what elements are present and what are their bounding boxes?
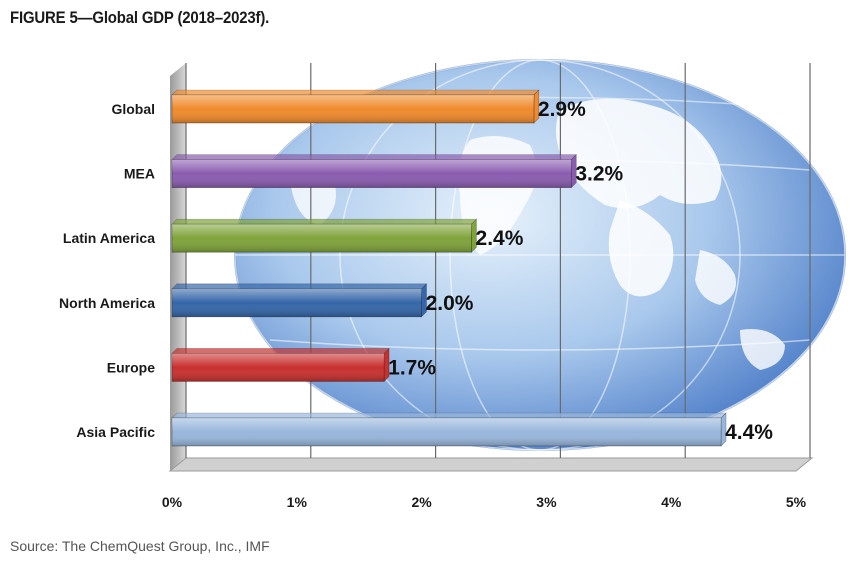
bars: [171, 89, 727, 447]
gridlines: [185, 63, 811, 458]
data-label: 4.4%: [725, 421, 773, 444]
category-label: Europe: [107, 359, 155, 375]
bar: [171, 89, 540, 124]
x-tick-label: 0%: [162, 494, 183, 510]
figure-title: FIGURE 5—Global GDP (2018–2023f).: [10, 8, 270, 27]
data-label: 2.9%: [538, 98, 586, 121]
data-label: 3.2%: [575, 163, 623, 186]
category-label: North America: [59, 295, 155, 311]
bar: [171, 153, 577, 189]
x-tick-label: 1%: [287, 494, 308, 510]
category-label: MEA: [124, 166, 155, 182]
data-labels: 2.9% 3.2% 2.4% 2.0% 1.7% 4.4%: [388, 98, 773, 444]
category-labels: Global MEA Latin America North America Europ…: [59, 101, 155, 440]
source-note: Source: The ChemQuest Group, Inc., IMF: [10, 538, 270, 554]
data-label: 2.4%: [476, 227, 524, 250]
chart-floor: [168, 457, 814, 472]
x-tick-label: 5%: [786, 494, 807, 510]
x-tick-label: 4%: [661, 494, 682, 510]
data-label: 1.7%: [388, 356, 436, 379]
category-label: Global: [111, 101, 155, 117]
x-tick-label: 2%: [411, 494, 432, 510]
category-label: Latin America: [63, 230, 155, 246]
data-label: 2.0%: [426, 292, 474, 315]
bar: [171, 412, 727, 447]
x-tick-label: 3%: [536, 494, 557, 510]
chart-side-wall: [170, 63, 186, 471]
category-label: Asia Pacific: [76, 424, 155, 440]
x-axis-tick-labels: 0% 1% 2% 3% 4% 5%: [162, 494, 807, 510]
bar: [171, 283, 428, 318]
bar: [171, 347, 390, 383]
bar: [171, 218, 478, 253]
